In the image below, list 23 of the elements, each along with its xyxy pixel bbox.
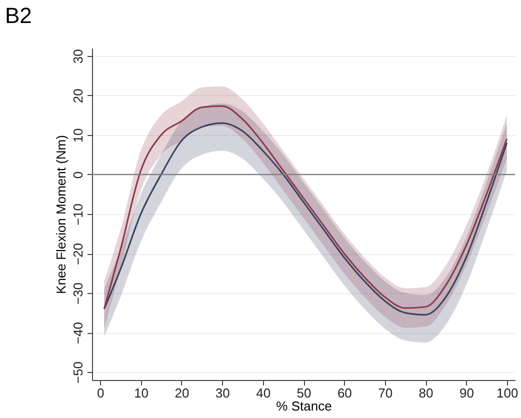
x-axis-title: % Stance bbox=[276, 398, 332, 414]
x-tick-label: 70 bbox=[378, 386, 393, 400]
y-tick-label: 10 bbox=[70, 128, 86, 143]
y-tick-label: −20 bbox=[70, 242, 86, 266]
x-tick-label: 60 bbox=[337, 386, 352, 400]
x-tick-label: 0 bbox=[97, 386, 104, 400]
y-tick-label: −40 bbox=[70, 322, 86, 344]
x-tick-label: 80 bbox=[418, 386, 434, 400]
y-tick-label: 20 bbox=[70, 88, 86, 104]
y-axis-title: Knee Flexion Moment (Nm) bbox=[54, 135, 68, 294]
y-tick-label: 30 bbox=[70, 49, 86, 64]
x-tick-label: 90 bbox=[459, 386, 474, 400]
x-tick-label: 40 bbox=[256, 386, 271, 400]
x-tick-label: 10 bbox=[134, 386, 149, 400]
y-tick-label: −50 bbox=[70, 362, 86, 384]
y-tick-label: −10 bbox=[70, 203, 86, 226]
x-tick-label: 30 bbox=[215, 386, 230, 400]
chart-title: B2 bbox=[5, 3, 32, 28]
x-tick-label: 100 bbox=[496, 386, 518, 400]
x-tick-label: 50 bbox=[296, 386, 312, 400]
y-tick-label: 0 bbox=[70, 171, 86, 179]
y-tick-label: −30 bbox=[70, 282, 86, 305]
x-tick-label: 20 bbox=[174, 386, 190, 400]
